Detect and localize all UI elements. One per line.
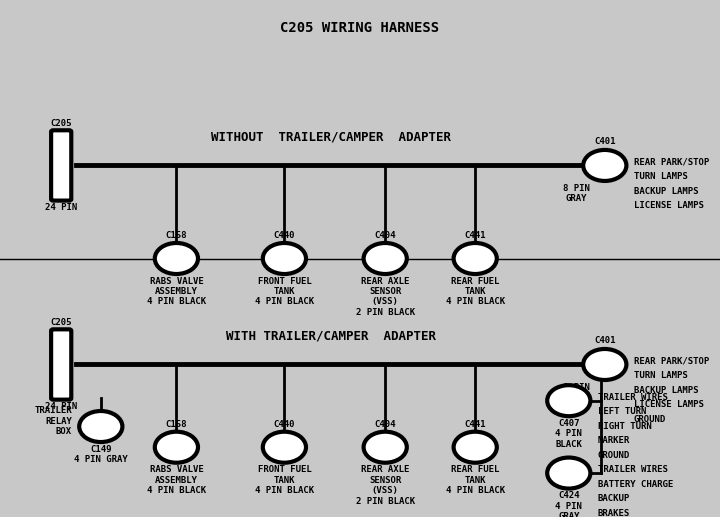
Text: 8 PIN
GRAY: 8 PIN GRAY [562,383,590,402]
Circle shape [79,411,122,442]
Text: REAR AXLE
SENSOR
(VSS)
2 PIN BLACK: REAR AXLE SENSOR (VSS) 2 PIN BLACK [356,465,415,506]
Text: TRAILER
RELAY
BOX: TRAILER RELAY BOX [35,406,72,436]
FancyBboxPatch shape [51,130,71,201]
Text: C205: C205 [50,119,72,128]
Text: RIGHT TURN: RIGHT TURN [598,422,652,431]
Text: TURN LAMPS: TURN LAMPS [634,371,688,380]
Text: 8 PIN
GRAY: 8 PIN GRAY [562,184,590,203]
Text: TURN LAMPS: TURN LAMPS [634,172,688,181]
Text: REAR FUEL
TANK
4 PIN BLACK: REAR FUEL TANK 4 PIN BLACK [446,465,505,495]
Circle shape [583,349,626,380]
Circle shape [583,150,626,181]
FancyBboxPatch shape [51,329,71,400]
Text: LICENSE LAMPS: LICENSE LAMPS [634,400,703,409]
Text: C407
4 PIN
BLACK: C407 4 PIN BLACK [555,419,582,449]
Text: C401: C401 [594,137,616,146]
Text: BACKUP LAMPS: BACKUP LAMPS [634,386,698,394]
Circle shape [547,385,590,416]
Text: GROUND: GROUND [598,451,630,460]
Text: GROUND: GROUND [634,415,666,423]
Text: RABS VALVE
ASSEMBLY
4 PIN BLACK: RABS VALVE ASSEMBLY 4 PIN BLACK [147,465,206,495]
Text: C149
4 PIN GRAY: C149 4 PIN GRAY [74,445,127,464]
Text: REAR AXLE
SENSOR
(VSS)
2 PIN BLACK: REAR AXLE SENSOR (VSS) 2 PIN BLACK [356,277,415,317]
Circle shape [454,243,497,274]
Text: RABS VALVE
ASSEMBLY
4 PIN BLACK: RABS VALVE ASSEMBLY 4 PIN BLACK [147,277,206,307]
Text: C404: C404 [374,420,396,429]
Text: BATTERY CHARGE: BATTERY CHARGE [598,480,673,489]
Text: REAR PARK/STOP: REAR PARK/STOP [634,357,709,366]
Circle shape [155,243,198,274]
Circle shape [263,432,306,463]
Text: LICENSE LAMPS: LICENSE LAMPS [634,201,703,210]
Text: C424
4 PIN
GRAY: C424 4 PIN GRAY [555,491,582,517]
Circle shape [454,432,497,463]
Text: C158: C158 [166,232,187,240]
Circle shape [263,243,306,274]
Text: LEFT TURN: LEFT TURN [598,407,646,416]
Text: C158: C158 [166,420,187,429]
Circle shape [364,243,407,274]
Text: BRAKES: BRAKES [598,509,630,517]
Text: C401: C401 [594,336,616,345]
Text: BACKUP LAMPS: BACKUP LAMPS [634,187,698,195]
Text: C440: C440 [274,420,295,429]
Text: C205 WIRING HARNESS: C205 WIRING HARNESS [280,21,440,35]
Text: BACKUP: BACKUP [598,494,630,503]
Text: C441: C441 [464,420,486,429]
Text: FRONT FUEL
TANK
4 PIN BLACK: FRONT FUEL TANK 4 PIN BLACK [255,465,314,495]
Circle shape [364,432,407,463]
Text: C404: C404 [374,232,396,240]
Circle shape [155,432,198,463]
Text: 24 PIN: 24 PIN [45,402,77,411]
Text: TRAILER WIRES: TRAILER WIRES [598,393,667,402]
Text: WITHOUT  TRAILER/CAMPER  ADAPTER: WITHOUT TRAILER/CAMPER ADAPTER [211,130,451,144]
Text: REAR PARK/STOP: REAR PARK/STOP [634,158,709,166]
Text: C440: C440 [274,232,295,240]
Text: REAR FUEL
TANK
4 PIN BLACK: REAR FUEL TANK 4 PIN BLACK [446,277,505,307]
Text: TRAILER WIRES: TRAILER WIRES [598,465,667,474]
Text: FRONT FUEL
TANK
4 PIN BLACK: FRONT FUEL TANK 4 PIN BLACK [255,277,314,307]
Text: MARKER: MARKER [598,436,630,445]
Text: C441: C441 [464,232,486,240]
Text: WITH TRAILER/CAMPER  ADAPTER: WITH TRAILER/CAMPER ADAPTER [226,329,436,343]
Text: 24 PIN: 24 PIN [45,203,77,212]
Text: C205: C205 [50,318,72,327]
Circle shape [547,458,590,489]
